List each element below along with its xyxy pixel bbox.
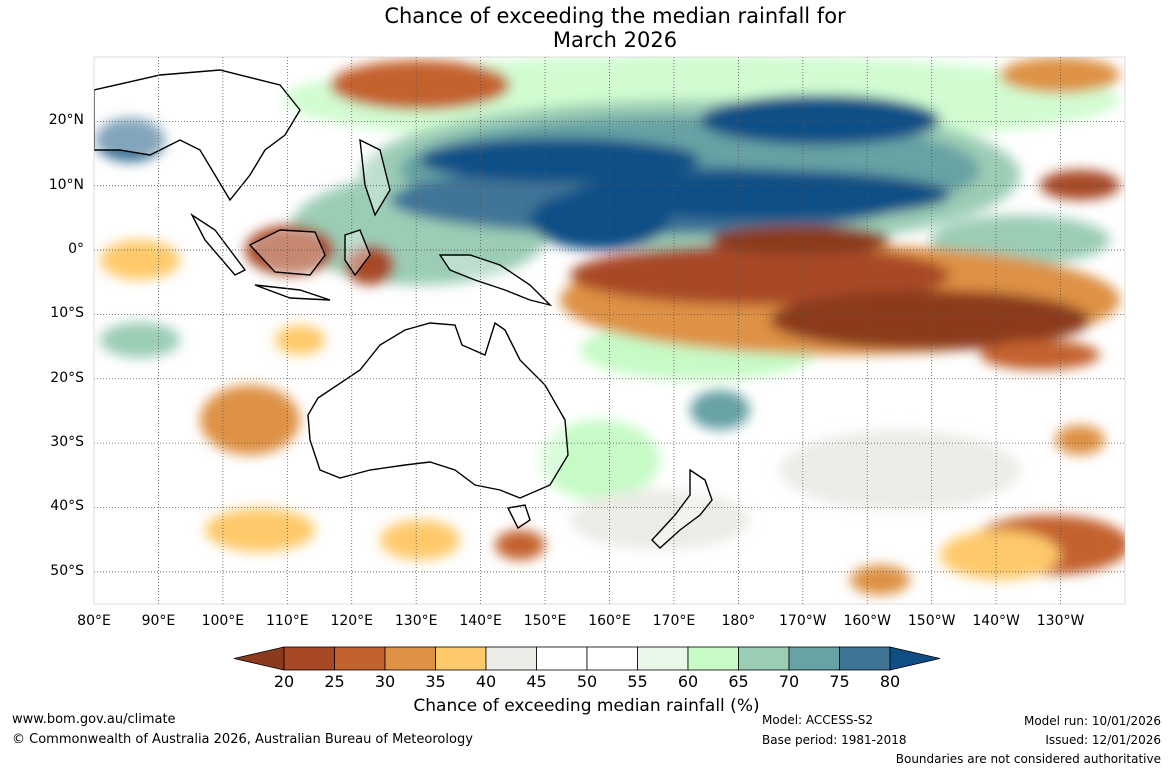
colorbar-tick-label: 55: [627, 672, 648, 691]
colorbar-segment: [485, 646, 537, 671]
longitude-label: 120°E: [330, 613, 374, 629]
latitude-label: 50°S: [50, 562, 84, 579]
asia-coast: [94, 69, 301, 202]
colorbar-segment: [283, 646, 335, 671]
colorbar-extend-low: [233, 646, 285, 671]
colorbar-tick-label: 75: [829, 672, 850, 691]
philippines-coast: [359, 138, 391, 217]
colorbar-segment: [384, 646, 436, 671]
longitude-label: 150°W: [907, 613, 956, 629]
base-period: Base period: 1981-2018: [762, 733, 907, 747]
colorbar-segment: [687, 646, 739, 671]
longitude-label: 110°E: [266, 613, 309, 629]
colorbar-segment: [586, 646, 638, 671]
boundaries-disclaimer: Boundaries are not considered authoritat…: [895, 752, 1161, 766]
longitude-label: 130°E: [394, 613, 438, 629]
colorbar-tick-label: 35: [425, 672, 446, 691]
title-line-2: March 2026: [552, 28, 678, 52]
latitude-label: 20°N: [48, 112, 84, 129]
longitude-label: 160°W: [843, 613, 892, 629]
colorbar-tick-label: 65: [728, 672, 749, 691]
colorbar-segment: [334, 646, 386, 671]
colorbar-segment: [788, 646, 840, 671]
longitude-label: 170°E: [652, 613, 696, 629]
colorbar-label: Chance of exceeding median rainfall (%): [413, 696, 760, 716]
longitude-label: 150°E: [523, 613, 567, 629]
colorbar-tick-label: 30: [374, 672, 396, 691]
website-link[interactable]: www.bom.gov.au/climate: [12, 712, 176, 727]
tasmania-coast: [506, 504, 531, 530]
rainfall-anomaly-field: [95, 57, 1125, 595]
colorbar-tick-label: 45: [526, 672, 547, 691]
longitude-label: 160°E: [588, 613, 631, 629]
colorbar-tick-label: 70: [778, 672, 800, 691]
longitude-label: 100°E: [201, 613, 245, 629]
colorbar-segment: [839, 646, 891, 671]
map-title: Chance of exceeding the median rainfall …: [0, 4, 1173, 52]
colorbar-tick-label: 60: [677, 672, 699, 691]
colorbar-tick-label: 25: [324, 672, 345, 691]
model-run: Model run: 10/01/2026: [1023, 714, 1161, 728]
colorbar-tick-label: 80: [879, 672, 901, 691]
colorbar-tick-label: 50: [576, 672, 598, 691]
latitude-label: 40°S: [50, 498, 84, 515]
model-name: Model: ACCESS-S2: [762, 713, 874, 727]
colorbar-extend-high: [889, 646, 941, 671]
sulawesi-coast: [344, 229, 371, 277]
gridlines: [94, 57, 1125, 604]
colorbar-segment: [738, 646, 790, 671]
copyright-text: © Commonwealth of Australia 2026, Austra…: [12, 732, 473, 747]
map-area: [94, 57, 1125, 604]
issued-date: Issued: 12/01/2026: [1045, 733, 1161, 747]
java-coast: [254, 284, 331, 301]
latitude-label: 0°: [68, 241, 84, 258]
longitude-label: 180°: [721, 613, 756, 629]
colorbar-tick-label: 20: [273, 672, 295, 691]
longitude-label: 140°W: [972, 613, 1020, 629]
colorbar-tick-label: 40: [475, 672, 497, 691]
colorbar: [233, 646, 941, 671]
australia-coast: [307, 321, 569, 499]
latitude-label: 20°S: [50, 369, 84, 386]
coastlines: [94, 69, 713, 549]
sumatra-coast: [190, 212, 247, 276]
longitude-label: 170°W: [779, 613, 827, 629]
new-guinea-coast: [438, 254, 553, 307]
longitude-label: 90°E: [141, 613, 176, 629]
latitude-label: 30°S: [50, 434, 84, 451]
map-frame: [93, 56, 1126, 605]
longitude-label: 80°E: [77, 613, 111, 629]
colorbar-segment: [536, 646, 588, 671]
longitude-label: 130°W: [1036, 613, 1085, 629]
title-line-1: Chance of exceeding the median rainfall …: [384, 4, 846, 28]
latitude-label: 10°S: [50, 305, 84, 322]
longitude-label: 140°E: [459, 613, 502, 629]
new-zealand-coast: [651, 468, 713, 549]
colorbar-segment: [435, 646, 487, 671]
colorbar-segment: [637, 646, 689, 671]
latitude-label: 10°N: [48, 176, 84, 193]
